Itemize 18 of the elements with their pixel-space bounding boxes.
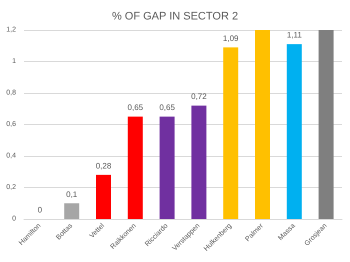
chart-title: % OF GAP IN SECTOR 2 — [112, 10, 238, 22]
bar — [286, 44, 302, 219]
bar — [128, 116, 143, 219]
data-label: 1,09 — [222, 34, 240, 43]
bar — [318, 30, 334, 219]
data-label: 0,65 — [128, 103, 144, 112]
bar — [96, 174, 111, 219]
data-label: 0 — [38, 206, 43, 214]
bar — [160, 116, 175, 219]
data-label: 0,72 — [191, 92, 208, 102]
bar — [64, 203, 80, 219]
bar — [223, 47, 238, 219]
data-label: 1,11 — [286, 30, 302, 40]
data-label: 0,28 — [96, 161, 112, 170]
data-label: 0,65 — [159, 103, 176, 112]
bar — [255, 30, 270, 219]
data-label: 0,1 — [66, 190, 78, 199]
bar — [191, 106, 206, 219]
